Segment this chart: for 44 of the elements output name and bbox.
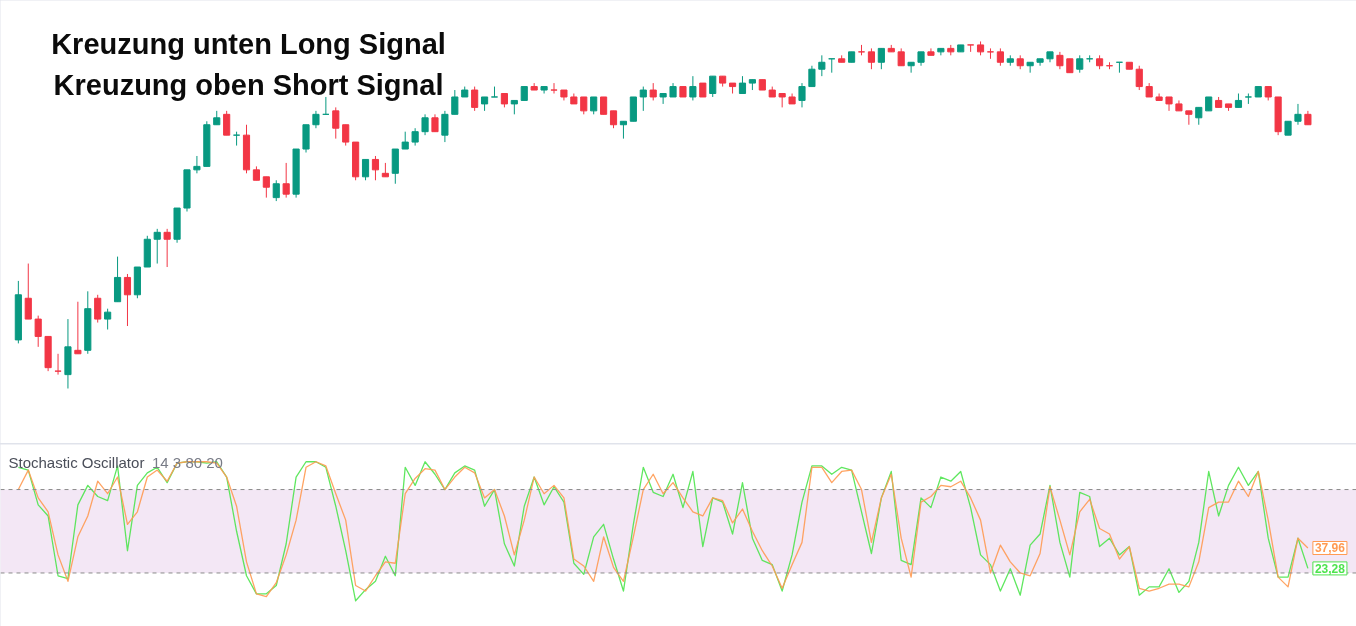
candlestick [907,61,915,74]
candlestick [867,47,876,70]
candlestick [223,110,231,136]
candlestick [163,228,171,268]
candlestick [451,89,459,115]
candlestick [1135,65,1143,91]
candlestick [441,110,449,143]
candlestick [808,65,816,88]
candlestick [74,301,82,355]
candlestick [34,315,42,348]
candlestick [54,353,62,376]
candlestick [272,179,280,202]
candlestick [1185,110,1193,126]
candlestick [659,93,667,105]
candlestick [342,124,350,147]
candlestick [877,47,885,70]
data-label: 37,96 [1314,541,1346,556]
candlestick [282,162,290,199]
candlestick [471,86,479,112]
candlestick [490,86,499,98]
candlestick [371,155,380,181]
candlestick [153,228,161,265]
candlestick [798,82,806,108]
candlestick [689,75,697,101]
candlestick [421,113,429,136]
candlestick [123,273,132,327]
candlestick [104,308,112,330]
candlestick [639,86,647,112]
candlestick [332,106,340,140]
candlestick [818,54,826,77]
candlestick [986,47,995,60]
candlestick [550,82,558,95]
candlestick [94,294,102,324]
candlestick [24,263,32,320]
candlestick [262,176,270,199]
chart-title: Stochastic Oscillator [8,454,145,471]
data-label: 23,28 [1314,561,1346,576]
text: Kreuzung oben Short Signal [53,68,444,101]
chart-title: Kreuzung unten Long Signal [51,27,446,60]
candlestick [193,155,201,174]
candlestick [361,158,370,181]
candlestick [1294,103,1302,126]
candlestick [709,75,717,98]
candlestick [1026,61,1034,74]
